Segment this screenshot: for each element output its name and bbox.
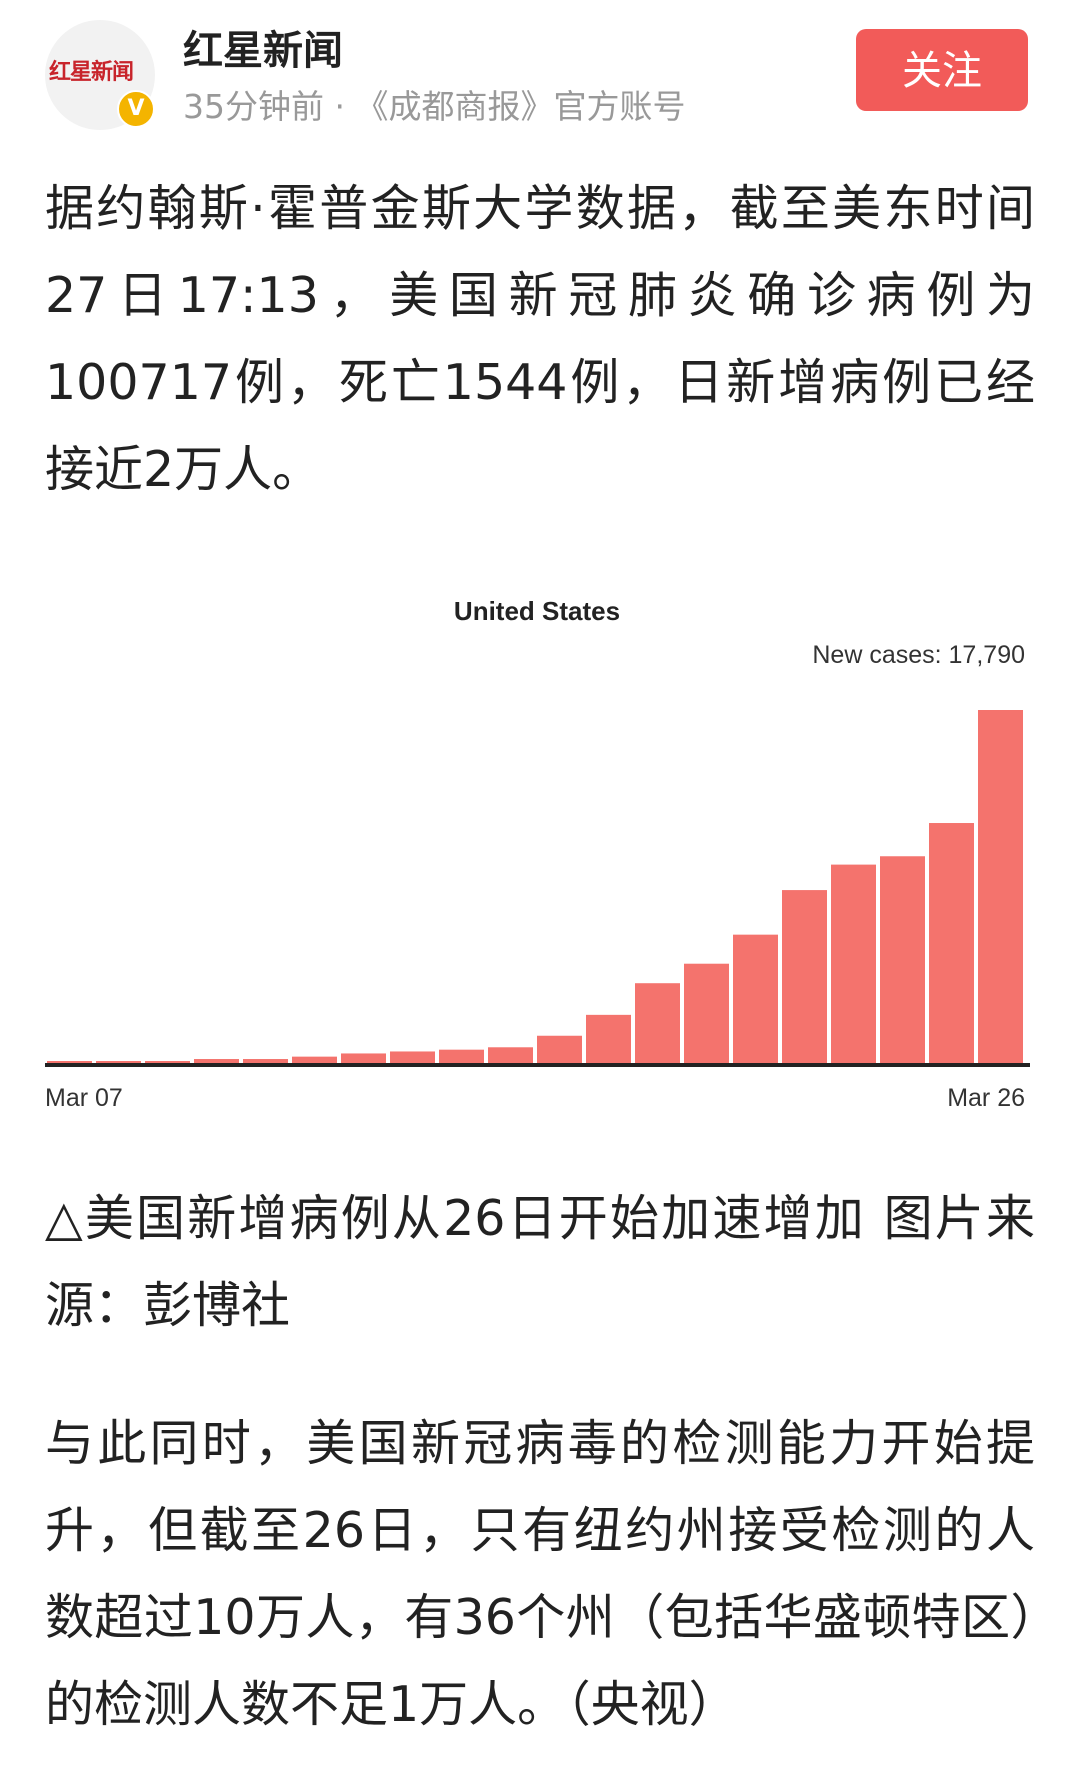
bar-mar-14 xyxy=(390,1051,435,1064)
verified-icon: V xyxy=(117,90,155,128)
bar-mar-13 xyxy=(341,1053,386,1064)
article-header: 红星新闻 V 红星新闻 35分钟前 · 《成都商报》官方账号 关注 xyxy=(0,0,1080,140)
bar-mar-08 xyxy=(96,1061,141,1064)
bar-mar-24 xyxy=(880,856,925,1064)
chart-annotation: New cases: 17,790 xyxy=(812,641,1025,669)
article-paragraph: 与此同时，美国新冠病毒的检测能力开始提升，但截至26日，只有纽约州接受检测的人数… xyxy=(45,1415,1035,1733)
bar-mar-23 xyxy=(831,864,876,1064)
bar-mar-19 xyxy=(635,983,680,1064)
bar-mar-12 xyxy=(292,1056,337,1064)
x-tick-label: Mar 26 xyxy=(947,1084,1025,1112)
account-name[interactable]: 红星新闻 xyxy=(183,28,343,74)
bar-chart: United States New cases: 17,790 Mar 07 M… xyxy=(45,596,1030,1112)
bar-mar-22 xyxy=(782,890,827,1064)
bar-mar-20 xyxy=(684,963,729,1064)
bar-mar-09 xyxy=(145,1061,190,1064)
article-paragraph: 据约翰斯·霍普金斯大学数据，截至美东时间27日17:13，美国新冠肺炎确诊病例为… xyxy=(45,180,1035,498)
bar-mar-16 xyxy=(488,1047,533,1064)
bar-mar-21 xyxy=(733,934,778,1064)
follow-button[interactable]: 关注 xyxy=(856,29,1028,111)
bar-mar-10 xyxy=(194,1059,239,1064)
bar-mar-26 xyxy=(978,710,1023,1064)
image-caption: △美国新增病例从26日开始加速增加 图片来源：彭博社 xyxy=(45,1190,1035,1334)
bar-mar-17 xyxy=(537,1035,582,1064)
avatar[interactable]: 红星新闻 V xyxy=(45,20,155,130)
bar-mar-11 xyxy=(243,1059,288,1064)
x-tick-label: Mar 07 xyxy=(45,1084,123,1112)
chart-title: United States xyxy=(454,596,620,626)
logo: 红星新闻 xyxy=(49,59,134,85)
bar-mar-15 xyxy=(439,1049,484,1064)
bar-mar-25 xyxy=(929,823,974,1064)
post-meta: 35分钟前 · 《成都商报》官方账号 xyxy=(183,87,686,126)
bar-mar-18 xyxy=(586,1014,631,1064)
bar-mar-07 xyxy=(47,1061,92,1064)
